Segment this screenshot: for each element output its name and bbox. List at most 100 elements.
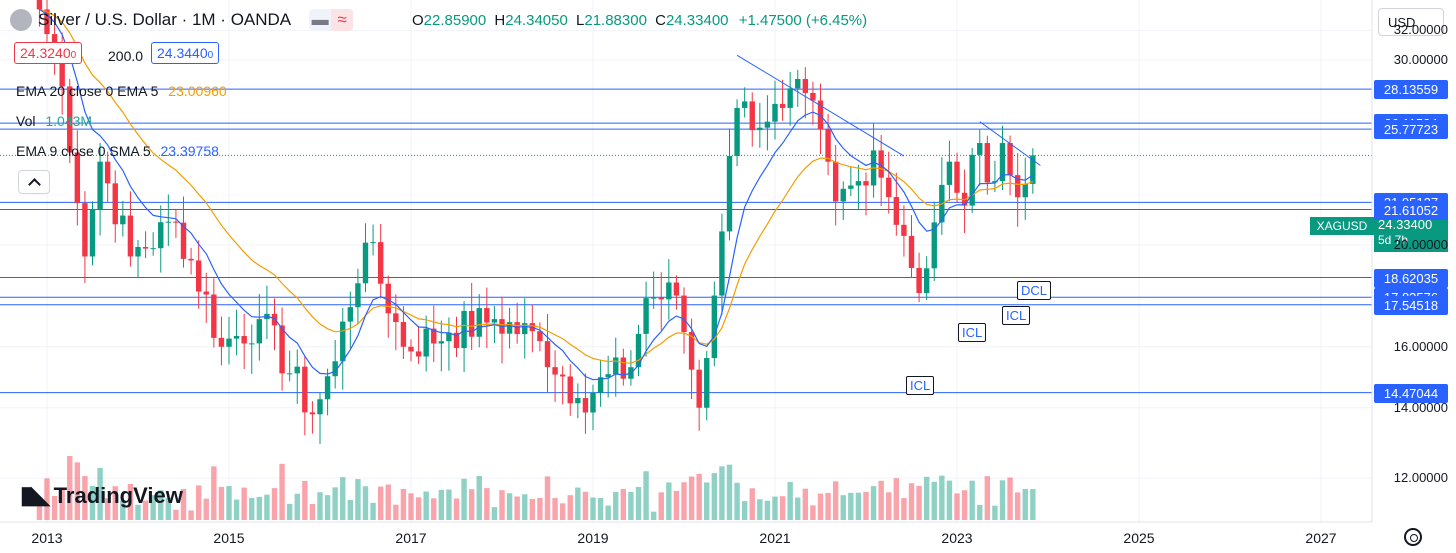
candle-body (787, 88, 793, 108)
candle-body (757, 127, 763, 131)
volume-bar (628, 491, 634, 520)
buy-button[interactable]: 24.34400 (151, 42, 220, 64)
candle-body (711, 295, 718, 359)
candle-body (135, 246, 141, 257)
candle-body (150, 248, 156, 250)
volume-bar (120, 500, 126, 520)
volume-bar (279, 463, 285, 520)
volume-bar (362, 486, 369, 520)
trendline (736, 54, 905, 157)
candle-body (370, 242, 376, 244)
candle-body (719, 231, 725, 296)
volume-bar (294, 493, 300, 520)
candle-body (923, 268, 930, 294)
volume-bar (370, 502, 376, 520)
candle-body (590, 392, 596, 413)
volume-bar (878, 480, 884, 520)
indicator-volume[interactable]: Vol 1.043M (16, 113, 93, 129)
volume-bar (506, 493, 513, 520)
volume-bar (597, 498, 604, 520)
minus-icon[interactable]: ▬ (311, 10, 329, 29)
compare-toggle-button[interactable]: ▬ ≈ (309, 9, 354, 31)
indicator-ema9[interactable]: EMA 9 close 0 SMA 5 23.39758 (16, 143, 219, 159)
sell-button[interactable]: 24.32400 (14, 42, 83, 64)
candle-body (795, 79, 801, 89)
level-price-tag: 18.62035 (1374, 268, 1448, 288)
approx-icon[interactable]: ≈ (331, 9, 354, 31)
volume-bar (340, 477, 346, 520)
tradingview-logo-icon: ▮◣ (20, 482, 50, 509)
volume-bar (870, 486, 877, 520)
currency-selector[interactable]: USD (1378, 8, 1444, 36)
volume-bar (218, 486, 225, 520)
candle-body (605, 374, 611, 378)
volume-bar (438, 489, 445, 520)
candle-body (537, 331, 543, 342)
volume-bar (666, 482, 672, 520)
volume-bar (67, 455, 73, 520)
candle-body (309, 412, 316, 415)
candle-body (127, 215, 134, 257)
volume-bar (984, 476, 991, 520)
candle-body (749, 101, 755, 131)
volume-bar (514, 496, 520, 520)
candle-body (158, 222, 164, 249)
moving-averages (39, 8, 1034, 381)
candle-body (44, 9, 50, 35)
volume-bar (499, 490, 505, 520)
volume-bar (317, 492, 323, 520)
volume-bar (89, 485, 96, 520)
level-price-tag: 21.61052 (1374, 200, 1448, 220)
candle-body (969, 154, 975, 206)
candle-body (832, 161, 839, 202)
candle-body (173, 221, 179, 223)
candle-body (468, 310, 475, 337)
volume-bar (203, 498, 209, 520)
volume-bar (643, 471, 649, 520)
candle-body (195, 260, 202, 292)
volume-bar (355, 479, 361, 520)
volume-bar (468, 489, 475, 520)
volume-bar (36, 497, 43, 520)
volume-bar (961, 490, 968, 520)
candle-body (415, 351, 422, 357)
candle-body (218, 337, 225, 347)
candle-body (1030, 155, 1036, 184)
collapse-legend-button[interactable] (18, 170, 50, 194)
volume-bar (195, 485, 202, 520)
candle-body (142, 246, 149, 249)
volume-bar (772, 496, 778, 520)
volume-bar (673, 490, 680, 520)
symbol-logo-icon[interactable] (10, 9, 32, 31)
settings-gear-icon[interactable] (1404, 528, 1422, 546)
x-tick-label: 2023 (941, 530, 973, 546)
candle-body (408, 346, 414, 352)
candle-body (286, 373, 293, 375)
chart-title[interactable]: Silver / U.S. Dollar · 1M · OANDA (38, 10, 292, 29)
candle-body (977, 143, 983, 155)
volume-bar (749, 488, 755, 520)
candle-body (82, 203, 88, 257)
volume-bar (946, 480, 953, 520)
candle-body (544, 341, 551, 368)
volume-bar (741, 501, 748, 520)
volume-bar (446, 489, 452, 520)
candle-body (362, 242, 369, 284)
candle-body (188, 258, 194, 261)
candle-body (347, 307, 354, 322)
volume-bar (704, 482, 710, 520)
candle-body (438, 341, 445, 344)
indicator-ema20[interactable]: EMA 20 close 0 EMA 5 23.00960 (16, 83, 227, 99)
volume-bar (104, 498, 111, 520)
horizontal-levels (0, 88, 1372, 394)
volume-bar (97, 467, 103, 520)
volume-bar (332, 487, 338, 520)
candle-body (476, 308, 482, 337)
x-tick-label: 2015 (213, 530, 245, 546)
volume-bar (74, 462, 81, 520)
volume-bar (886, 492, 892, 520)
volume-bar (992, 505, 998, 520)
dcl-mark-2023: DCL (1017, 281, 1052, 300)
volume-bar (999, 480, 1006, 520)
